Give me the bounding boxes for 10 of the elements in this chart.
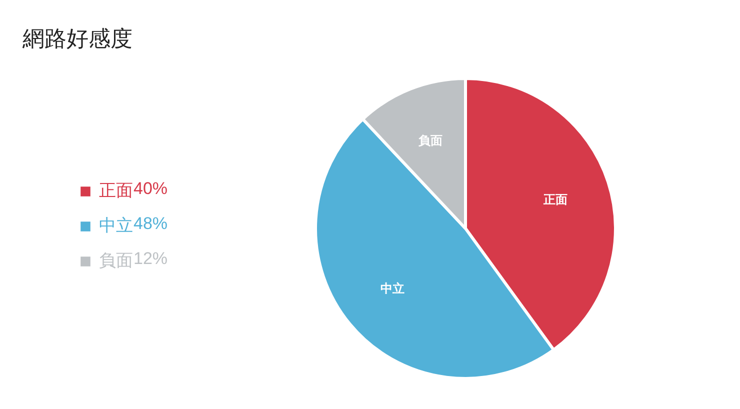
legend-label: 負面: [99, 250, 133, 272]
legend-label: 正面: [99, 180, 133, 202]
data-label: 12%: [134, 249, 168, 268]
slice-label: 負面: [418, 134, 443, 148]
data-label: 40%: [134, 179, 168, 198]
chart-title: 網路好感度: [22, 26, 132, 51]
data-label: 48%: [134, 214, 168, 233]
slice-label: 中立: [380, 282, 405, 296]
slice-label: 正面: [542, 192, 568, 206]
legend-label: 中立: [99, 215, 133, 237]
